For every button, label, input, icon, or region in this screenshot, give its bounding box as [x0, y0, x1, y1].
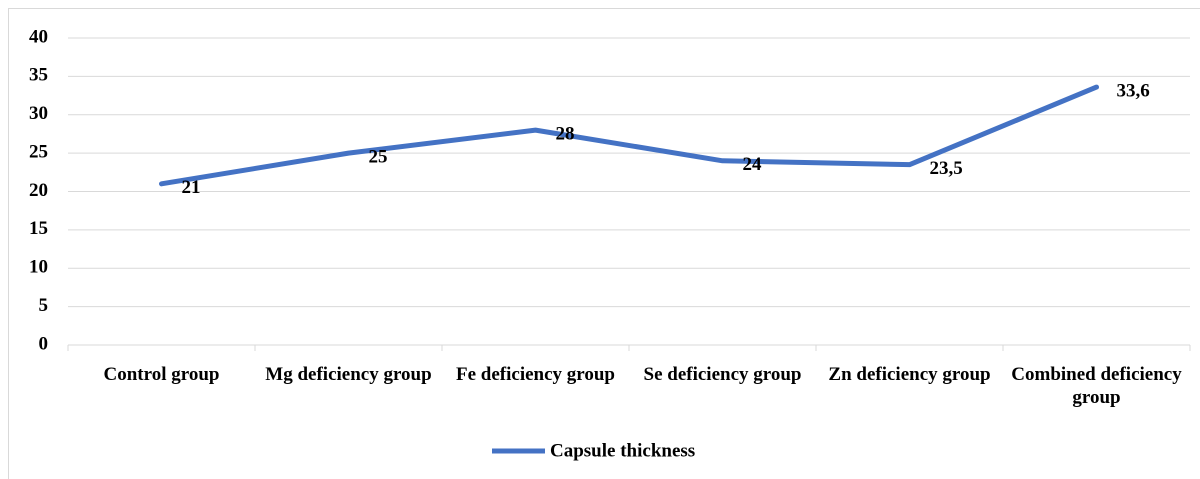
y-tick-label: 30	[29, 103, 48, 124]
y-tick-label: 10	[29, 257, 48, 278]
x-tick-label: Fe deficiency group	[455, 364, 615, 385]
y-tick-label: 0	[39, 333, 49, 354]
y-tick-label: 35	[29, 65, 48, 86]
chart-frame	[8, 8, 1200, 479]
y-tick-label: 25	[29, 141, 48, 162]
data-label: 23,5	[930, 158, 963, 179]
data-label: 24	[743, 154, 763, 175]
y-tick-label: 20	[29, 180, 48, 201]
x-tick-label: Combined deficiency group	[1011, 364, 1182, 408]
x-tick-label: Se deficiency group	[643, 364, 802, 385]
y-tick-label: 40	[29, 26, 48, 47]
data-label: 25	[369, 146, 388, 167]
y-tick-label: 5	[39, 295, 49, 316]
y-tick-label: 15	[29, 218, 48, 239]
x-tick-label: Zn deficiency group	[828, 364, 991, 385]
x-tick-label: Mg deficiency group	[265, 364, 432, 385]
data-label: 33,6	[1117, 80, 1150, 101]
x-tick-label: Control group	[103, 364, 220, 385]
data-label: 21	[182, 177, 201, 198]
data-line	[159, 84, 1099, 187]
data-label: 28	[556, 123, 575, 144]
legend-label: Capsule thickness	[550, 440, 695, 461]
